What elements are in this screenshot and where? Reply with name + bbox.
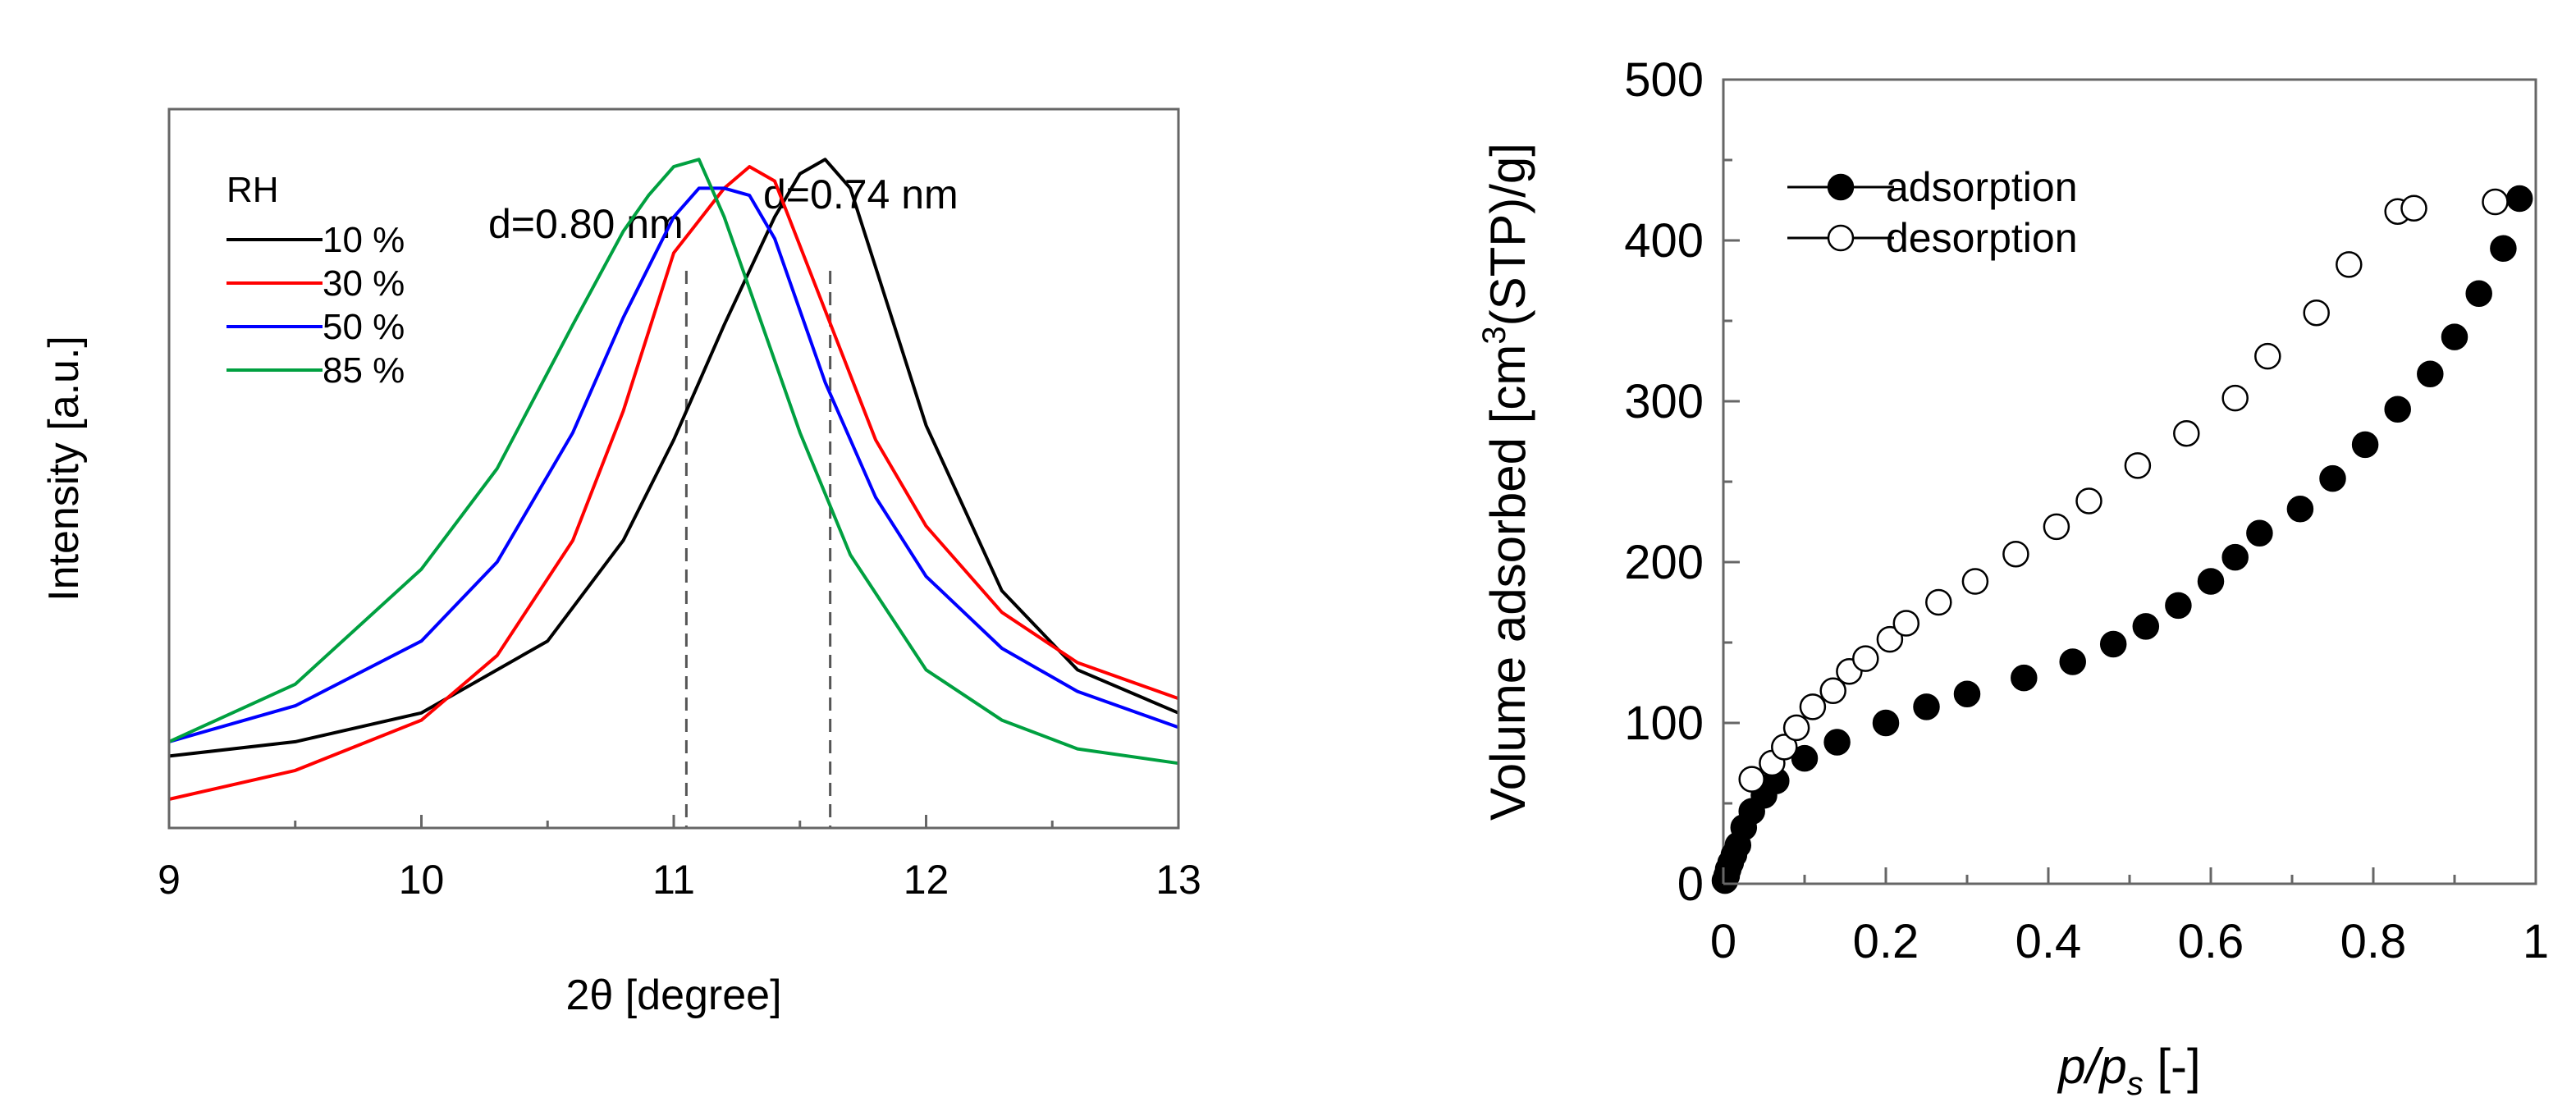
xrd-chart: d=0.80 nm d=0.74 nm 9 10 11 12 13 2θ [degree]… <box>40 107 1201 1019</box>
isotherm-points <box>1711 185 2533 894</box>
adsorption-point <box>2011 664 2038 692</box>
y-tick-label: 300 <box>1624 375 1704 428</box>
desorption-point <box>2303 299 2330 327</box>
x-tick-label: 1 <box>2523 915 2549 968</box>
desorption-point <box>2075 487 2102 515</box>
legend-label-rh-30: 30 % <box>323 263 405 304</box>
adsorption-point <box>1823 729 1851 756</box>
x-tick-label: 12 <box>904 857 949 903</box>
legend-marker-adsorption <box>1827 173 1855 201</box>
reference-label-d-0-80-nm: d=0.80 nm <box>488 201 684 247</box>
adsorption-point <box>2351 431 2379 459</box>
desorption-point <box>2336 251 2363 278</box>
xrd-x-axis-label: 2θ [degree] <box>565 972 781 1019</box>
adsorption-point <box>1953 680 1981 707</box>
isotherm-y-axis-label: Volume adsorbed [cm3(STP)/g] <box>1476 143 1535 821</box>
desorption-point <box>1771 734 1798 761</box>
desorption-point <box>2400 194 2427 222</box>
desorption-point <box>2043 513 2070 541</box>
x-tick-label: 0.4 <box>2016 915 2082 968</box>
x-tick-label: 0.8 <box>2340 915 2407 968</box>
desorption-point <box>2221 384 2249 412</box>
desorption-point <box>1819 677 1846 705</box>
isotherm-chart: 0 0.2 0.4 0.6 0.8 1 0 100 200 300 400 500 p/ps [-]… <box>1476 53 2549 1102</box>
y-tick-label: 100 <box>1624 697 1704 750</box>
y-tick-label: 500 <box>1624 53 1704 107</box>
adsorption-point <box>1913 693 1940 720</box>
adsorption-point <box>2286 496 2314 523</box>
legend-label-rh-50: 50 % <box>323 307 405 347</box>
adsorption-point <box>2165 592 2192 620</box>
xrd-x-ticks: 9 10 11 12 13 <box>158 815 1201 903</box>
desorption-point <box>2173 419 2200 447</box>
xrd-reference-lines: d=0.80 nm d=0.74 nm <box>488 172 959 828</box>
desorption-point <box>1782 714 1810 742</box>
adsorption-point <box>2221 543 2249 571</box>
isotherm-x-axis-label: p/ps [-] <box>2057 1039 2200 1102</box>
desorption-point <box>1925 588 1952 616</box>
series-line-rh-30 <box>168 165 1179 801</box>
adsorption-point <box>2384 396 2411 423</box>
isotherm-y-ticks: 0 100 200 300 400 500 <box>1624 53 1740 911</box>
reference-label-d-0-74-nm: d=0.74 nm <box>763 172 959 217</box>
adsorption-point <box>2417 360 2444 387</box>
x-tick-label: 0 <box>1710 915 1736 968</box>
adsorption-point <box>2099 630 2127 658</box>
desorption-point <box>1738 766 1765 793</box>
series-line-rh-50 <box>168 186 1179 743</box>
desorption-point <box>1876 625 1904 653</box>
x-tick-label: 0.2 <box>1853 915 1919 968</box>
legend-label-adsorption: adsorption <box>1886 164 2078 210</box>
adsorption-point <box>2465 280 2492 307</box>
y-tick-label: 400 <box>1624 214 1704 268</box>
legend-label-rh-10: 10 % <box>323 220 405 260</box>
x-tick-label: 9 <box>158 857 181 903</box>
legend-label-rh-85: 85 % <box>323 350 405 391</box>
x-tick-label: 0.6 <box>2178 915 2244 968</box>
adsorption-point <box>2319 464 2346 492</box>
y-tick-label: 200 <box>1624 536 1704 589</box>
x-tick-label: 11 <box>652 857 695 903</box>
desorption-point <box>1852 645 1879 672</box>
adsorption-point <box>2441 323 2468 350</box>
adsorption-point <box>2197 568 2225 595</box>
x-tick-label: 10 <box>399 857 445 903</box>
x-tick-label: 13 <box>1155 857 1201 903</box>
desorption-point <box>1961 568 1989 595</box>
desorption-point <box>1892 610 1920 637</box>
xrd-y-axis-label: Intensity [a.u.] <box>40 336 88 601</box>
isotherm-x-ticks: 0 0.2 0.4 0.6 0.8 1 <box>1710 867 2549 968</box>
adsorption-point <box>2490 235 2517 263</box>
desorption-point <box>2124 452 2152 479</box>
adsorption-point <box>1872 709 1900 737</box>
adsorption-point <box>1791 744 1819 772</box>
adsorption-point <box>2505 185 2533 213</box>
legend-marker-desorption <box>1827 224 1855 252</box>
xrd-legend-title: RH <box>226 170 279 210</box>
isotherm-legend: adsorption desorption <box>1787 164 2078 261</box>
legend-label-desorption: desorption <box>1886 215 2078 261</box>
desorption-point <box>2002 540 2029 568</box>
adsorption-point <box>2132 613 2160 640</box>
adsorption-point <box>2059 648 2086 675</box>
y-tick-label: 0 <box>1677 858 1704 911</box>
xrd-series <box>168 158 1179 801</box>
desorption-point <box>1799 693 1827 720</box>
desorption-point <box>2254 342 2281 370</box>
series-line-rh-10 <box>168 158 1179 758</box>
desorption-point <box>2482 188 2509 216</box>
xrd-legend: 10 %30 %50 %85 % <box>226 220 405 391</box>
adsorption-point <box>2246 519 2273 547</box>
series-line-rh-85 <box>168 158 1179 766</box>
